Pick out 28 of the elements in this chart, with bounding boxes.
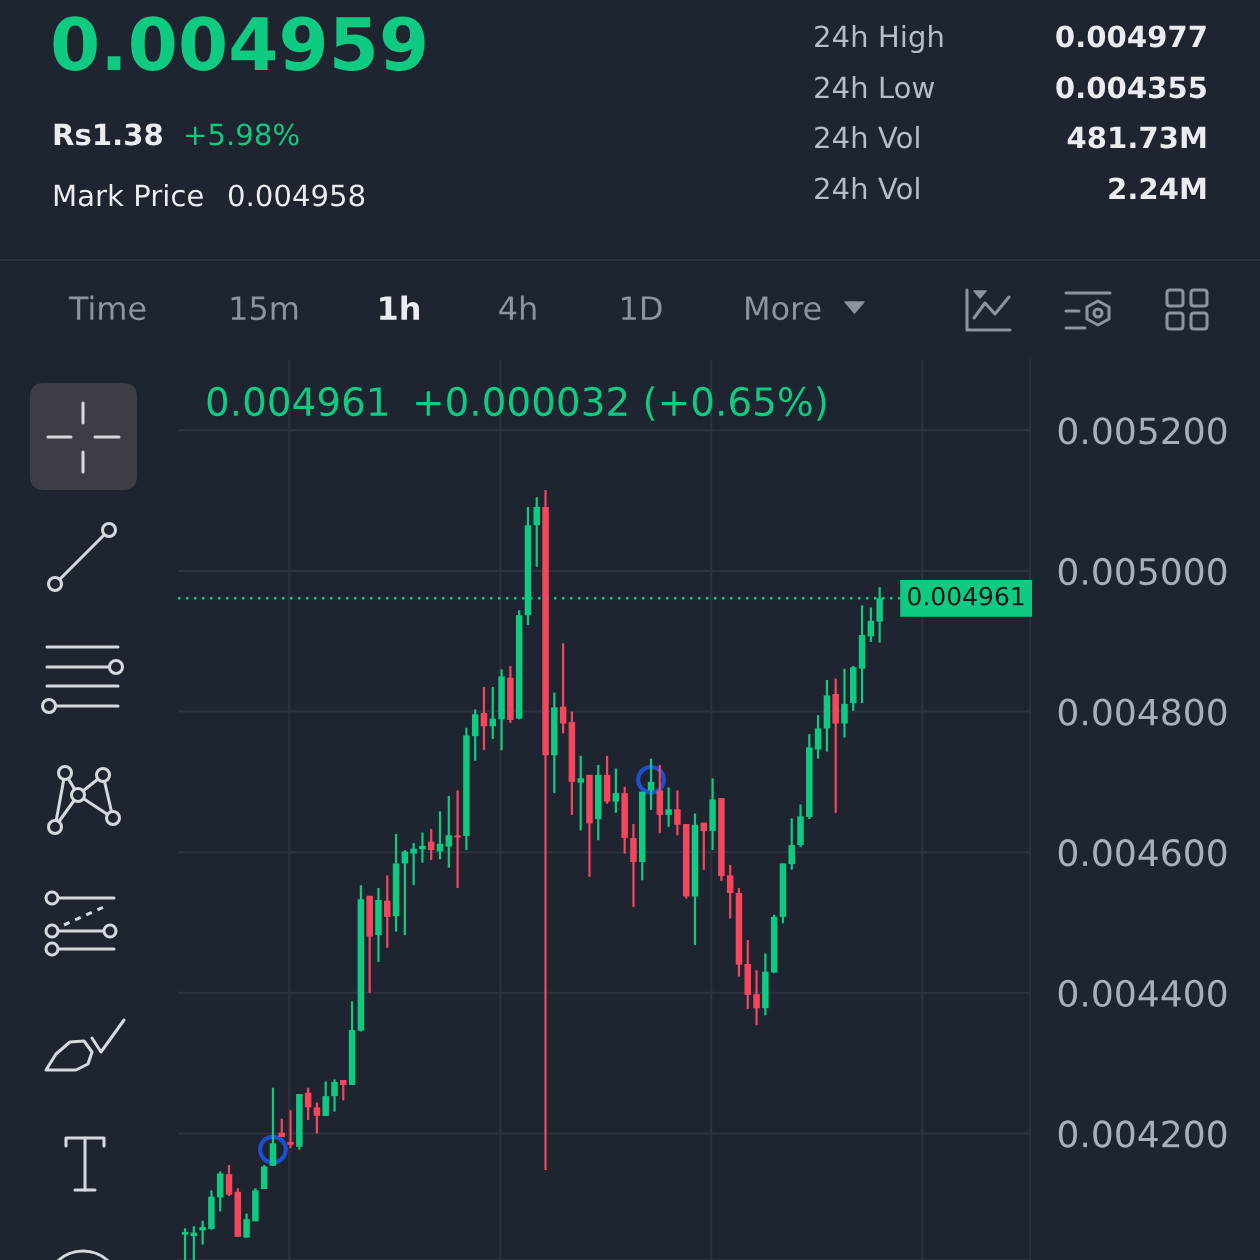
text: 0.004959 xyxy=(53,16,425,71)
text: 0.004355 xyxy=(1056,76,1206,99)
text: 1D xyxy=(622,296,662,320)
y-tick-label: 0.005000 xyxy=(1058,557,1227,586)
annotation: 0.004961 xyxy=(207,386,387,417)
ref-line-label: 0.004961 xyxy=(908,586,1024,606)
y-tick-label: 0.004600 xyxy=(1058,839,1227,867)
text: 4h xyxy=(499,295,536,320)
text: 0.004977 xyxy=(1056,25,1206,48)
text: 481.73M xyxy=(1067,126,1206,149)
y-tick-label: 0.004400 xyxy=(1058,979,1227,1008)
y-tick-label: 0.004200 xyxy=(1058,1120,1227,1148)
text: More xyxy=(746,296,821,321)
text: Time xyxy=(68,295,146,321)
text: 2.24M xyxy=(1109,177,1206,200)
y-tick-label: 0.004800 xyxy=(1058,698,1227,726)
text: 15m xyxy=(231,296,298,321)
text: 24h High xyxy=(815,24,943,54)
text: 24h Vol xyxy=(815,125,919,149)
text: Mark Price xyxy=(54,183,203,207)
text: 24h Low xyxy=(815,75,935,99)
text: 1h xyxy=(380,295,419,320)
y-tick-label: 0.005200 xyxy=(1058,417,1227,445)
text: Rs1.38 xyxy=(54,123,162,146)
annotation: +0.000032 (+0.65%) xyxy=(416,386,826,421)
text: +5.98% xyxy=(186,123,299,146)
text: 24h Vol xyxy=(815,176,919,200)
text: 0.004958 xyxy=(228,184,365,207)
